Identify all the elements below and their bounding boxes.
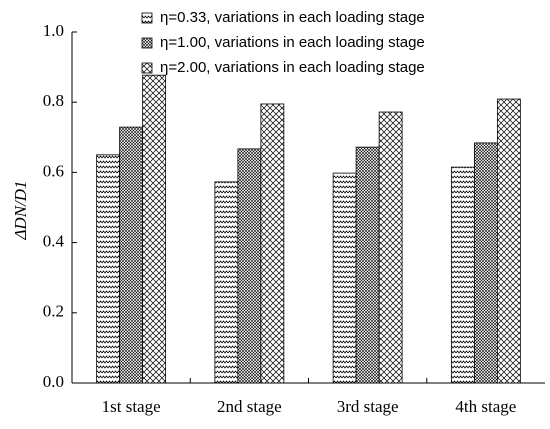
y-tick-label: 0.0 — [43, 372, 64, 391]
y-tick-label: 1.0 — [43, 21, 64, 40]
legend-swatch — [141, 62, 153, 74]
x-tick-label: 4th stage — [455, 397, 516, 416]
y-tick-label: 0.4 — [43, 232, 65, 251]
bar — [237, 148, 262, 384]
bar — [96, 154, 121, 384]
bar — [355, 146, 380, 384]
y-tick-label: 0.6 — [43, 161, 64, 180]
bar — [214, 181, 239, 384]
y-tick-label: 0.8 — [43, 91, 64, 110]
legend-label: η=0.33, variations in each loading stage — [160, 9, 425, 26]
legend-swatch — [141, 12, 153, 24]
bar — [332, 172, 357, 384]
x-tick-label: 3rd stage — [337, 397, 399, 416]
y-tick-label: 0.2 — [43, 302, 64, 321]
legend-label: η=1.00, variations in each loading stage — [160, 34, 425, 51]
bar — [119, 126, 144, 384]
bar — [450, 166, 475, 384]
legend-label: η=2.00, variations in each loading stage — [160, 59, 425, 76]
bar — [142, 74, 167, 384]
bar — [496, 98, 521, 384]
x-tick-label: 2nd stage — [217, 397, 282, 416]
bar — [378, 111, 403, 384]
bar — [473, 142, 498, 384]
legend-swatch — [141, 37, 153, 49]
y-axis-label: ΔDN/D1 — [11, 180, 30, 240]
bar — [260, 103, 285, 384]
x-tick-label: 1st stage — [102, 397, 161, 416]
